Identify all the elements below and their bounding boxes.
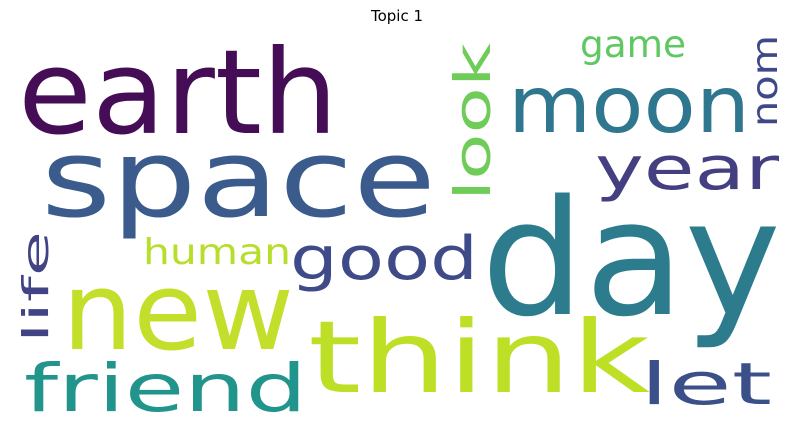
word-moon: moon: [508, 61, 750, 151]
word-day: day: [481, 165, 781, 352]
word-cloud: earth space day new think moon friend go…: [8, 31, 786, 423]
word-game: game: [580, 31, 686, 66]
word-nom: nom: [745, 35, 786, 127]
word-human: human: [143, 232, 291, 273]
word-friend: friend: [24, 350, 307, 423]
figure-title: Topic 1: [370, 7, 424, 25]
word-year: year: [595, 134, 779, 204]
word-space: space: [41, 117, 436, 242]
word-look: look: [444, 43, 502, 201]
word-good: good: [290, 224, 478, 294]
word-life: life: [16, 231, 57, 343]
word-think: think: [308, 299, 650, 416]
word-earth: earth: [18, 31, 338, 161]
word-new: new: [62, 250, 294, 375]
word-cloud-canvas: earth space day new think moon friend go…: [16, 31, 786, 423]
word-let: let: [640, 350, 772, 418]
